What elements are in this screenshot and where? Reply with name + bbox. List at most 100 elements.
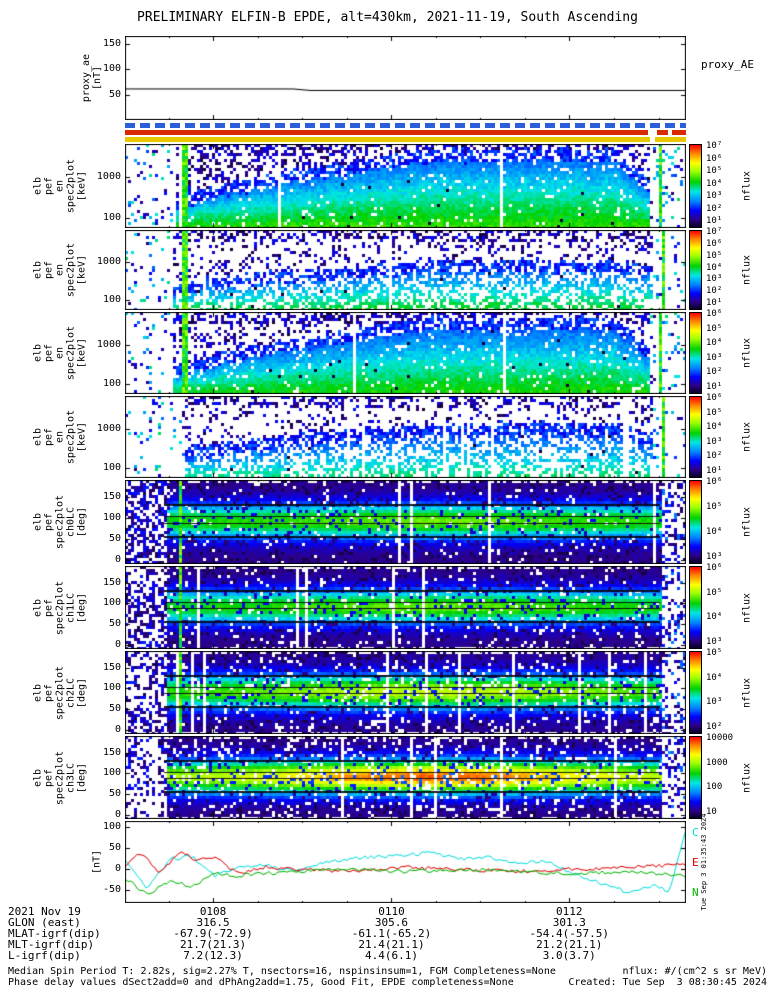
y-axis-label-elb_pef_spec2plot_ch0LC: elb pef spec2plot ch0LC [deg] — [33, 495, 88, 549]
availability-segment — [671, 130, 686, 135]
colorbar-tick-label: 10³ — [706, 637, 723, 647]
y-axis-label-line: en — [54, 346, 66, 360]
availability-segment — [125, 137, 651, 142]
proxy_ae-canvas — [125, 36, 686, 120]
colorbar-elb_pef_en_spec2plot_b — [689, 230, 702, 310]
colorbar-tick-label: 10⁶ — [706, 563, 723, 573]
y-tick-label: 50 — [108, 842, 121, 854]
colorbar-tick-label: 10⁵ — [706, 407, 723, 418]
availability-bar-blue — [125, 123, 686, 128]
colorbar-tick-label: 10² — [706, 286, 723, 297]
colorbar-nflux-label: nflux — [741, 421, 753, 453]
y-tick-label: 100 — [102, 211, 121, 223]
y-tick-label: 150 — [102, 490, 121, 502]
y-tick-label: 150 — [102, 37, 121, 49]
footer-phase-delay: Phase delay values dSect2add=0 and dPhAn… — [8, 977, 514, 988]
colorbar-tick-label: 10⁴ — [706, 178, 723, 189]
coord-value: 21.7(21.3) — [179, 938, 247, 951]
colorbar-tick-label: 10³ — [706, 352, 723, 363]
y-tick-label: -50 — [102, 884, 121, 896]
availability-bar-red — [125, 130, 686, 135]
colorbar-tick-label: 1000 — [706, 757, 728, 768]
colorbar-elb_pef_spec2plot_ch3LC — [689, 736, 702, 819]
colorbar-tick-label: 10² — [706, 367, 723, 378]
coord-value: -61.1(-65.2) — [351, 927, 432, 940]
coord-value: 7.2(12.3) — [183, 949, 243, 962]
y-axis-label-elb_pef_spec2plot_ch1LC: elb pef spec2plot ch1LC [deg] — [33, 580, 88, 634]
creation-timestamp-vertical: Tue Sep 3 01:35:43 2024 — [700, 813, 708, 911]
time-tick-label: 0108 — [199, 905, 227, 918]
y-tick-label: 100 — [102, 294, 121, 306]
y-axis-label-line: pef — [43, 427, 55, 447]
y-axis-label-line: elb — [32, 260, 44, 280]
b_residuals-canvas — [125, 821, 686, 903]
y-tick-label: 1000 — [96, 422, 121, 434]
colorbar-tick-label: 10000 — [706, 733, 734, 743]
y-tick-label: 100 — [102, 821, 121, 833]
colorbar-tick-label: 10³ — [706, 274, 723, 285]
colorbar-tick-label: 10³ — [706, 436, 723, 447]
y-tick-label: 50 — [108, 88, 121, 100]
y-tick-label: 100 — [102, 597, 121, 609]
y-tick-label: 50 — [108, 703, 121, 715]
colorbar-tick-label: 10⁴ — [706, 422, 723, 433]
panel-b_residuals — [125, 821, 686, 903]
footer-nflux-units: nflux: #/(cm^2 s sr MeV) — [622, 966, 768, 977]
colorbar-tick-label: 10¹ — [706, 298, 723, 308]
colorbar-nflux-label: nflux — [741, 677, 753, 708]
y-axis-label-line: spec2plot — [54, 580, 66, 635]
y-axis-label-elb_pef_en_spec2plot_b: elb pef en spec2plot [keV] — [33, 243, 88, 297]
colorbar-elb_pef_en_spec2plot_a — [689, 144, 702, 228]
colorbar-nflux-label: nflux — [741, 762, 753, 793]
plot-title: PRELIMINARY ELFIN-B EPDE, alt=430km, 202… — [137, 10, 638, 25]
y-axis-label-line: [nT] — [91, 849, 103, 875]
y-axis-label-line: pef — [43, 512, 55, 532]
panel-elb_pef_en_spec2plot_c — [125, 312, 686, 394]
y-axis-label-line: pef — [43, 768, 55, 787]
y-tick-label: 150 — [102, 661, 121, 673]
y-axis-label-line: [keV] — [76, 170, 88, 202]
colorbar-tick-label: 10⁶ — [706, 309, 723, 319]
coord-value: -67.9(-72.9) — [173, 927, 253, 940]
y-axis-label-line: ch0LC — [65, 506, 77, 538]
y-axis-label-line: spec2plot — [54, 665, 66, 720]
coord-value: 305.6 — [374, 916, 409, 929]
colorbar-tick-label: 10⁴ — [706, 527, 723, 537]
y-tick-label: 1000 — [96, 255, 121, 267]
y-axis-label-line: [deg] — [76, 762, 88, 793]
y-tick-label: 0 — [114, 553, 121, 565]
y-axis-label-line: elb — [32, 512, 44, 532]
y-tick-label: 1000 — [96, 338, 121, 350]
coord-value: 21.4(21.1) — [358, 938, 425, 951]
colorbar-nflux-label: nflux — [741, 506, 753, 538]
colorbar-nflux-label: nflux — [741, 170, 753, 202]
panel-elb_pef_spec2plot_ch2LC — [125, 651, 686, 734]
y-axis-label-line: elb — [32, 343, 44, 363]
colorbar-nflux-label: nflux — [741, 592, 753, 623]
colorbar-tick-label: 10² — [706, 203, 723, 214]
y-axis-label-line: en — [54, 263, 66, 277]
y-axis-label-line: spec2plot — [54, 750, 66, 805]
availability-segment — [656, 130, 669, 135]
y-axis-label-line: [nT] — [92, 65, 103, 91]
availability-segment — [655, 137, 686, 142]
y-tick-label: 150 — [102, 576, 121, 588]
colorbar-tick-label: 10¹ — [706, 466, 723, 476]
y-axis-label-line: spec2plot — [65, 409, 77, 465]
time-tick-label: 0110 — [378, 905, 405, 918]
y-axis-label-b_residuals: [nT] — [92, 850, 103, 874]
y-axis-label-line: elb — [32, 427, 44, 447]
coord-value: 21.2(21.1) — [536, 938, 603, 951]
y-axis-label-line: ch2LC — [65, 677, 77, 708]
y-tick-label: 50 — [108, 532, 121, 544]
y-tick-label: 100 — [102, 682, 121, 694]
y-axis-label-line: pef — [43, 260, 55, 280]
coord-row-label: GLON (east) — [8, 916, 81, 929]
elb_pef_spec2plot_ch2LC-canvas — [125, 651, 686, 734]
coord-row-label: MLAT-igrf(dip) — [8, 927, 101, 940]
elb_pef_spec2plot_ch0LC-canvas — [125, 480, 686, 564]
colorbar-tick-label: 10⁴ — [706, 338, 723, 349]
y-tick-label: 50 — [108, 618, 121, 630]
time-tick-label: 0112 — [556, 905, 583, 918]
y-axis-label-line: pef — [43, 343, 55, 363]
